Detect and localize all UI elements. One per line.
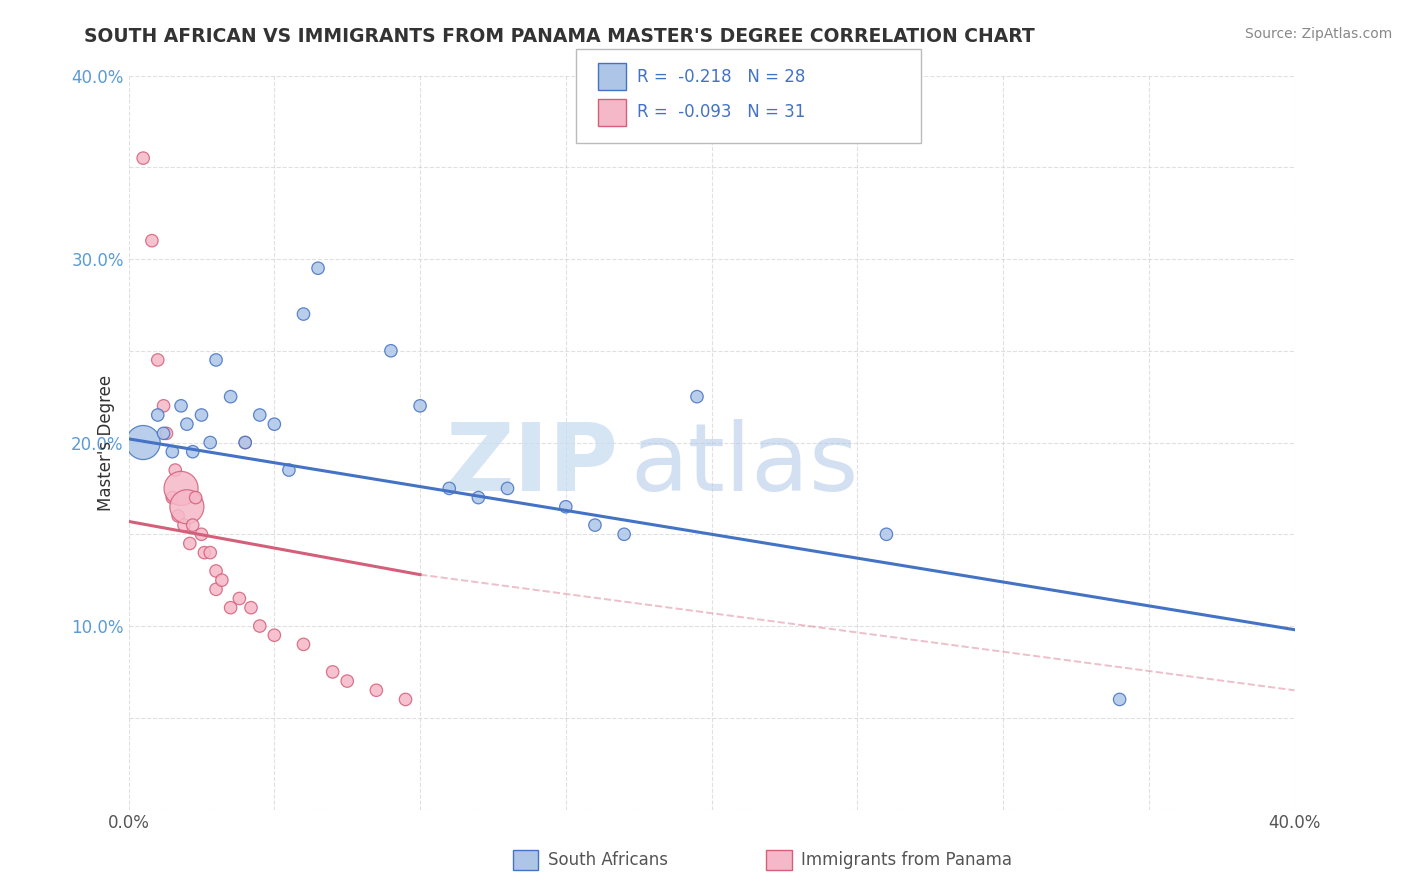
Text: R =  -0.218   N = 28: R = -0.218 N = 28: [637, 68, 806, 86]
Point: [394, 692, 416, 706]
Text: R =  -0.093   N = 31: R = -0.093 N = 31: [637, 103, 806, 121]
Point: [875, 527, 897, 541]
Point: [233, 435, 256, 450]
Point: [583, 518, 606, 533]
Point: [170, 482, 193, 496]
Text: atlas: atlas: [630, 418, 858, 510]
Point: [184, 491, 207, 505]
Point: [155, 426, 177, 441]
Text: SOUTH AFRICAN VS IMMIGRANTS FROM PANAMA MASTER'S DEGREE CORRELATION CHART: SOUTH AFRICAN VS IMMIGRANTS FROM PANAMA …: [84, 27, 1035, 45]
Point: [193, 546, 215, 560]
Point: [366, 683, 388, 698]
Point: [336, 674, 359, 689]
Point: [146, 353, 169, 368]
Point: [205, 582, 228, 597]
Point: [263, 628, 285, 642]
Point: [439, 482, 461, 496]
Text: Source: ZipAtlas.com: Source: ZipAtlas.com: [1244, 27, 1392, 41]
Point: [176, 417, 198, 432]
Point: [181, 444, 204, 458]
Point: [263, 417, 285, 432]
Point: [162, 444, 184, 458]
Point: [249, 408, 271, 422]
Point: [152, 426, 174, 441]
Point: [200, 435, 222, 450]
Point: [211, 573, 233, 587]
Point: [219, 600, 242, 615]
Text: South Africans: South Africans: [548, 851, 668, 869]
Point: [496, 482, 519, 496]
Point: [292, 637, 315, 651]
Point: [165, 463, 187, 477]
Point: [205, 564, 228, 578]
Point: [686, 390, 709, 404]
Point: [322, 665, 344, 679]
Point: [173, 518, 195, 533]
Point: [141, 234, 163, 248]
Point: [200, 546, 222, 560]
Point: [205, 353, 228, 368]
Point: [219, 390, 242, 404]
Point: [292, 307, 315, 321]
Point: [181, 518, 204, 533]
Point: [249, 619, 271, 633]
Point: [228, 591, 250, 606]
Point: [307, 261, 329, 276]
Point: [1108, 692, 1130, 706]
Point: [409, 399, 432, 413]
Point: [146, 408, 169, 422]
Text: Immigrants from Panama: Immigrants from Panama: [801, 851, 1012, 869]
Point: [240, 600, 263, 615]
Point: [380, 343, 402, 358]
Point: [233, 435, 256, 450]
Point: [467, 491, 489, 505]
Point: [613, 527, 636, 541]
Point: [190, 527, 212, 541]
Point: [167, 508, 190, 523]
Point: [554, 500, 576, 514]
Point: [277, 463, 299, 477]
Point: [152, 399, 174, 413]
Point: [179, 536, 201, 550]
Point: [132, 151, 155, 165]
Point: [170, 399, 193, 413]
Point: [190, 408, 212, 422]
Point: [132, 435, 155, 450]
Point: [176, 500, 198, 514]
Text: ZIP: ZIP: [446, 418, 619, 510]
Y-axis label: Master's Degree: Master's Degree: [97, 375, 115, 510]
Point: [162, 491, 184, 505]
